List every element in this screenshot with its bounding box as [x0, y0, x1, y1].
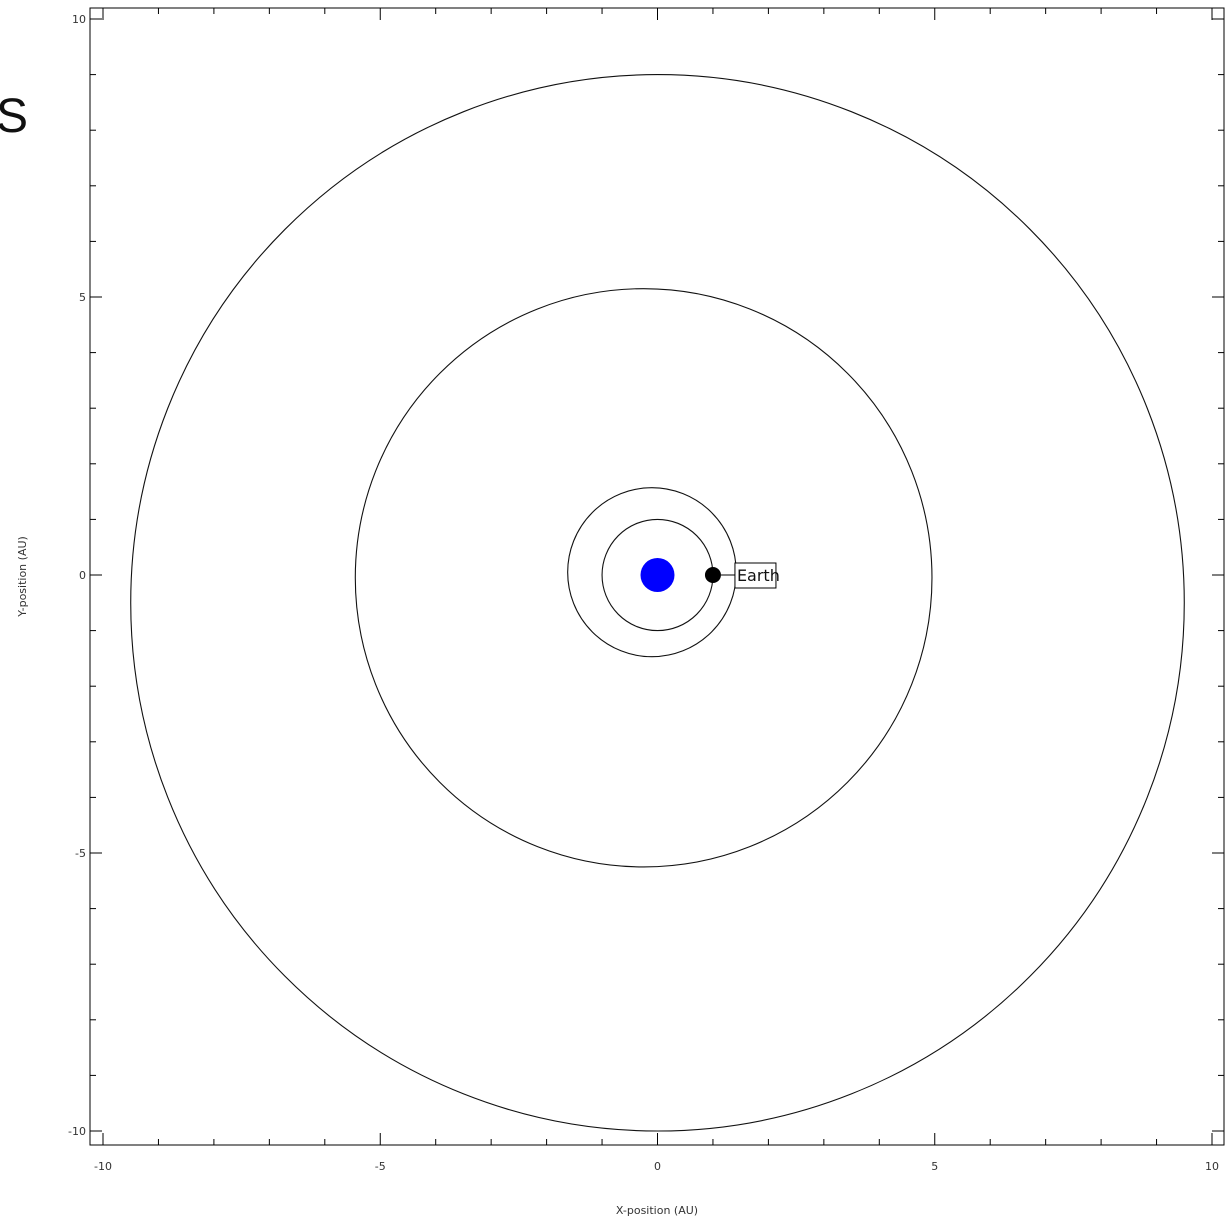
orbits-group — [130, 74, 1185, 1132]
body-sun — [640, 558, 675, 592]
cropped-title-fragment: S — [0, 90, 28, 143]
x-axis-label: X-position (AU) — [616, 1204, 698, 1217]
orbit-4 — [130, 74, 1185, 1132]
x-tick-label: 0 — [654, 1160, 661, 1173]
y-tick-label: 5 — [79, 291, 86, 304]
bodies-group — [640, 558, 721, 592]
x-tick-label: 10 — [1205, 1160, 1219, 1173]
body-earth — [704, 567, 721, 583]
y-axis-label: Y-position (AU) — [16, 536, 29, 618]
annotation-text: Earth — [737, 566, 780, 585]
annotation-box — [734, 562, 777, 589]
x-tick-label: -10 — [94, 1160, 112, 1173]
annotation-group: Earth — [720, 562, 780, 589]
ticks-group: -10 -5 0 5 10 -10 -5 0 5 10 — [68, 8, 1224, 1173]
orbit-3 — [354, 288, 933, 868]
y-tick-label: 0 — [79, 569, 86, 582]
y-tick-label: 10 — [72, 13, 86, 26]
y-tick-label: -5 — [75, 847, 86, 860]
x-tick-label: 5 — [931, 1160, 938, 1173]
x-tick-label: -5 — [375, 1160, 386, 1173]
y-tick-label: -10 — [68, 1125, 86, 1138]
